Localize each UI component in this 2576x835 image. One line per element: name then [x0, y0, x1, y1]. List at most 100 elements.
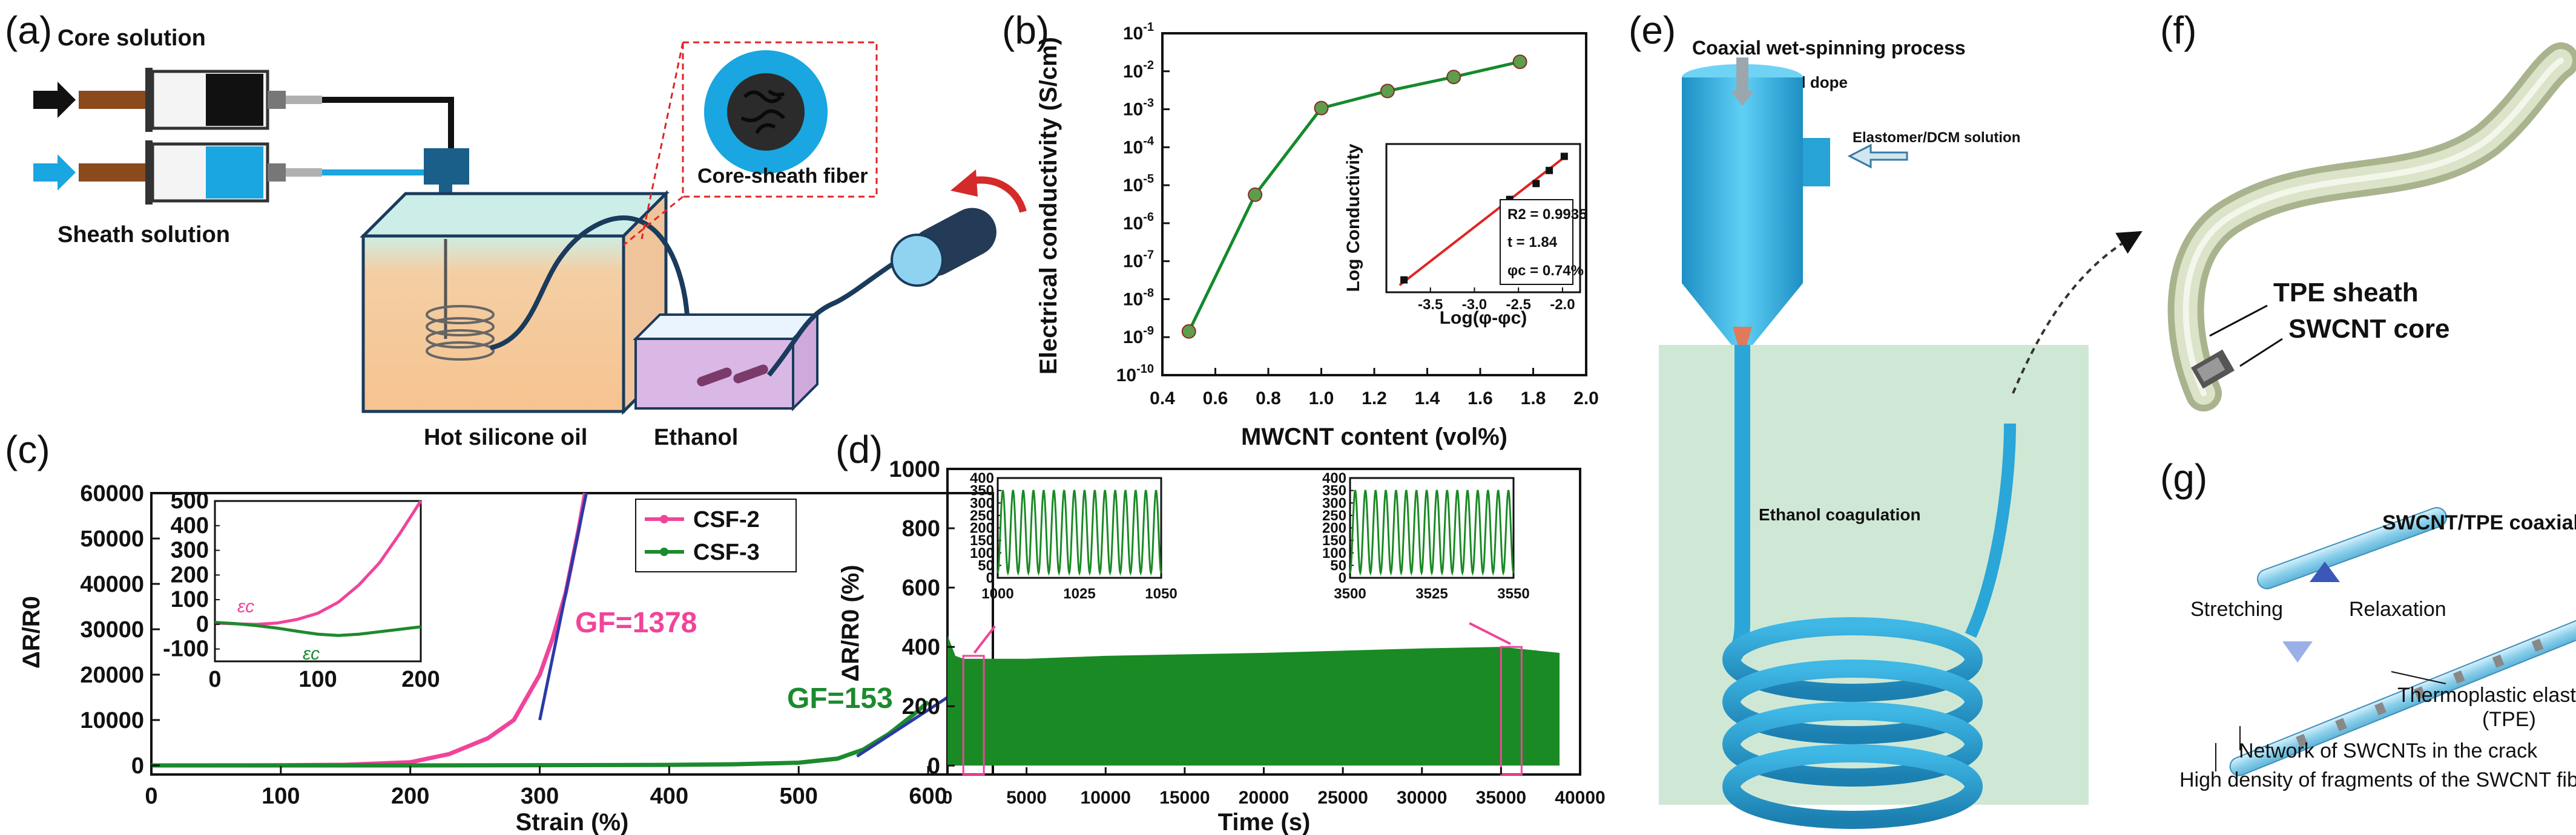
- d-inset-2-signal: [1349, 490, 1515, 576]
- c-x-tick-label: 400: [650, 784, 688, 809]
- core-sheath-fiber-zoom: Core-sheath fiber: [623, 41, 878, 246]
- panel-label-c: (c): [5, 428, 50, 471]
- c-inset-x-tick-label: 200: [401, 667, 440, 692]
- core-sheath-fiber-label: Core-sheath fiber: [697, 165, 868, 188]
- b-x-tick-label: 1.0: [1309, 388, 1334, 408]
- b-data-point: [1380, 84, 1395, 99]
- c-inset-y-tick-label: 0: [196, 612, 209, 637]
- d-inset-1-x-tick-label: 1000: [981, 586, 1013, 602]
- b-data-point: [1181, 324, 1196, 339]
- c-inset-series-csf-3: [214, 621, 421, 637]
- b-x-tick-label: 0.8: [1256, 388, 1281, 408]
- d-signal-area: [947, 635, 1560, 766]
- panel-f-schematic: TPE sheath SWCNT core: [2167, 42, 2576, 411]
- d-data-marks: [947, 622, 1560, 776]
- b-y-tick-label: 10-3: [1123, 97, 1154, 120]
- c-y-tick-label: 30000: [80, 617, 144, 643]
- ethanol-label: Ethanol: [654, 425, 738, 450]
- b-inset-point: [1560, 152, 1568, 160]
- d-inset-1-y-tick-label: 100: [970, 545, 994, 562]
- panel-label-e: (e): [1629, 8, 1676, 52]
- relaxation-label: Relaxation: [2349, 598, 2446, 621]
- core-arrow-icon: [33, 82, 76, 118]
- take-up-roller: [891, 169, 1027, 287]
- c-x-tick-label: 600: [909, 784, 947, 809]
- c-inset-y-tick-label: 200: [171, 562, 209, 588]
- coaxial-fiber-label: SWCNT/TPE coaxial fiber: [2382, 511, 2576, 534]
- b-inset-x-tick-label: -2.5: [1506, 296, 1531, 313]
- c-legend: CSF-2 CSF-3: [635, 499, 797, 572]
- panel-c-chart: 0 100 200 300 400 500 600010000200003000040000…: [18, 481, 994, 835]
- d-inset-1-x-tick-label: 1050: [1145, 586, 1177, 602]
- c-inset-eps-c-2: εc: [303, 644, 320, 664]
- b-data-point: [1248, 187, 1263, 202]
- d-inset-2-y-tick-label: 300: [1322, 495, 1346, 511]
- b-x-tick-label: 1.4: [1415, 388, 1440, 408]
- network-label: Network of SWCNTs in the crack: [2239, 739, 2538, 762]
- panel-label-d: (d): [835, 428, 883, 471]
- d-inset-2-x-tick-label: 3500: [1334, 586, 1366, 602]
- c-gf-153: GF=153: [787, 683, 893, 715]
- b-y-tick-label: 10-2: [1123, 59, 1154, 82]
- b-inset-stats-box: [1500, 199, 1573, 285]
- hot-silicone-oil-bath: [359, 189, 670, 416]
- b-inset-point: [1546, 166, 1553, 174]
- sheath-solution-label: Sheath solution: [58, 222, 230, 247]
- b-inset-x-title: Log(φ-φc): [1440, 308, 1527, 328]
- c-y-tick-label: 40000: [80, 572, 144, 597]
- d-inset-2-y-tick-label: 100: [1322, 545, 1346, 562]
- d-y-tick-label: 200: [902, 694, 940, 719]
- d-inset-2-y-tick-label: 150: [1322, 532, 1346, 549]
- b-x-tick-label: 1.2: [1362, 388, 1387, 408]
- d-x-tick-label: 15000: [1159, 788, 1210, 808]
- d-y-tick-label: 0: [927, 753, 940, 779]
- d-axis-ticks: 0 5000 10000 15000 20000 25000 30000 35000 40000…: [889, 457, 1605, 808]
- b-inset-t: t = 1.84: [1507, 234, 1558, 250]
- b-x-tick-label: 1.8: [1521, 388, 1546, 408]
- d-zoom-arrow-1: [973, 625, 996, 654]
- b-axis-ticks: 0.4 0.6 0.8 1.0 1.2 1.4 1.6 1.8 2.0 10-10 10-9 10-8…: [1116, 21, 1599, 408]
- d-inset-2-x-tick-label: 3525: [1415, 586, 1448, 602]
- b-inset-point: [1400, 276, 1408, 284]
- b-inset-x-tick-label: -3.0: [1462, 296, 1487, 313]
- coaxial-fiber-stretched: [2229, 604, 2576, 776]
- spinneret-nozzle: [1682, 57, 1908, 348]
- b-x-tick-label: 1.6: [1468, 388, 1493, 408]
- panel-label-f: (f): [2160, 8, 2196, 52]
- d-inset-2-y-tick-label: 350: [1322, 483, 1346, 499]
- b-inset-phic: φc = 0.74%: [1507, 263, 1584, 279]
- b-data-marks: [1181, 54, 1527, 339]
- panel-d-chart: 0 5000 10000 15000 20000 25000 30000 35000 40000…: [837, 457, 1606, 835]
- core-syringe: [33, 68, 322, 132]
- panel-a-schematic: Core solution Sheath solution: [33, 25, 1027, 450]
- c-inset-y-tick-label: 500: [171, 488, 209, 514]
- c-plot-frame: [150, 492, 994, 776]
- d-inset-2-y-tick-label: 200: [1322, 520, 1346, 537]
- b-inset: -3.5 -3.0 -2.5 -2.0 Log(φ-φc) Log Conductiv…: [1343, 143, 1587, 328]
- d-zoom-arrow-2: [1469, 622, 1511, 646]
- c-x-axis-title: Strain (%): [516, 809, 629, 835]
- c-inset-eps-c-1: εc: [237, 597, 254, 617]
- panel-label-g: (g): [2160, 456, 2207, 500]
- d-x-tick-label: 35000: [1476, 788, 1526, 808]
- c-inset-y-tick-label: 300: [171, 538, 209, 563]
- b-series-line: [1187, 60, 1521, 332]
- d-x-tick-label: 0: [943, 788, 953, 808]
- c-fit-line-csf2: [538, 493, 588, 721]
- c-x-tick-label: 100: [262, 784, 300, 809]
- fragments-label: High density of fragments of the SWCNT f…: [2179, 768, 2576, 791]
- d-inset-2-y-tick-label: 50: [1330, 557, 1346, 574]
- b-y-tick-label: 10-8: [1123, 286, 1154, 309]
- b-data-point: [1314, 100, 1329, 116]
- sheath-arrow-icon: [33, 154, 76, 191]
- d-inset-1-y-tick-label: 50: [978, 557, 994, 574]
- b-y-tick-label: 10-6: [1123, 211, 1154, 234]
- d-inset-1-y-tick-label: 350: [970, 483, 994, 499]
- d-x-axis-title: Time (s): [1218, 809, 1311, 835]
- c-y-tick-label: 0: [131, 753, 144, 779]
- c-fit-line-csf3: [856, 696, 949, 758]
